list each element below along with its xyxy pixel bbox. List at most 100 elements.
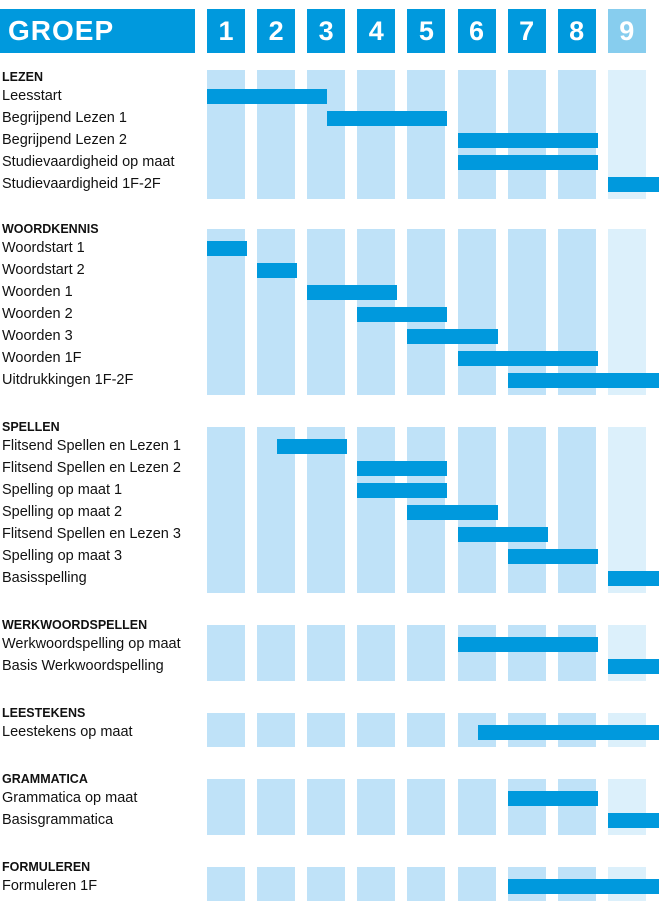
column-band-8 — [557, 625, 596, 681]
column-band-6 — [457, 625, 496, 681]
row-label: Flitsend Spellen en Lezen 1 — [2, 438, 181, 454]
group-header-2: 2 — [257, 9, 296, 53]
row-label: Spelling op maat 1 — [2, 482, 123, 498]
column-band-6 — [457, 229, 496, 395]
row-label: Begrijpend Lezen 2 — [2, 132, 127, 148]
group-header-1: 1 — [207, 9, 245, 53]
gantt-bar — [407, 329, 498, 344]
column-band-4 — [357, 625, 396, 681]
column-band-7 — [507, 625, 546, 681]
gantt-bar — [507, 791, 598, 806]
section-title: WERKWOORDSPELLEN — [2, 618, 148, 632]
column-band-7 — [507, 229, 546, 395]
row-label: Woordstart 1 — [2, 240, 85, 256]
row-label: Woorden 2 — [2, 306, 73, 322]
column-band-4 — [357, 70, 396, 199]
gantt-bar — [327, 111, 448, 126]
column-band-5 — [407, 625, 446, 681]
column-band-6 — [457, 867, 496, 901]
row-label: Spelling op maat 2 — [2, 504, 123, 520]
gantt-bar — [357, 307, 448, 322]
section-title: FORMULEREN — [2, 860, 91, 874]
column-band-2 — [257, 713, 296, 747]
column-band-9 — [607, 427, 646, 593]
column-band-8 — [557, 427, 596, 593]
row-label: Woorden 1 — [2, 284, 73, 300]
group-header-5: 5 — [407, 9, 446, 53]
section-title: SPELLEN — [2, 420, 60, 434]
column-band-2 — [257, 779, 296, 835]
group-header-7: 7 — [507, 9, 546, 53]
row-label: Grammatica op maat — [2, 790, 138, 806]
group-header-9: 9 — [607, 9, 646, 53]
column-band-3 — [307, 427, 346, 593]
gantt-bar — [277, 439, 348, 454]
gantt-bar — [457, 351, 598, 366]
column-band-8 — [557, 229, 596, 395]
gantt-bar — [607, 813, 659, 828]
row-label: Uitdrukkingen 1F-2F — [2, 372, 134, 388]
gantt-bar — [607, 659, 659, 674]
column-band-5 — [407, 713, 446, 747]
row-label: Studievaardigheid 1F-2F — [2, 176, 161, 192]
column-band-1 — [207, 867, 245, 901]
column-band-4 — [357, 713, 396, 747]
chart-title: GROEP — [0, 9, 195, 53]
row-label: Woordstart 2 — [2, 262, 85, 278]
row-label: Studievaardigheid op maat — [2, 154, 175, 170]
row-label: Woorden 1F — [2, 350, 82, 366]
column-band-1 — [207, 625, 245, 681]
group-header-8: 8 — [557, 9, 596, 53]
gantt-bar — [507, 879, 659, 894]
column-band-7 — [507, 779, 546, 835]
gantt-bar — [457, 637, 598, 652]
group-header-4: 4 — [357, 9, 396, 53]
column-band-1 — [207, 779, 245, 835]
row-label: Leestekens op maat — [2, 724, 133, 740]
gantt-bar — [607, 177, 659, 192]
column-band-3 — [307, 229, 346, 395]
column-band-4 — [357, 427, 396, 593]
row-label: Flitsend Spellen en Lezen 3 — [2, 526, 181, 542]
gantt-bar — [357, 483, 448, 498]
row-label: Basis Werkwoordspelling — [2, 658, 164, 674]
column-band-1 — [207, 427, 245, 593]
column-band-3 — [307, 867, 346, 901]
column-band-7 — [507, 427, 546, 593]
section-title: LEZEN — [2, 70, 43, 84]
gantt-bar — [207, 89, 328, 104]
row-label: Basisgrammatica — [2, 812, 114, 828]
gantt-bar — [407, 505, 498, 520]
row-label: Begrijpend Lezen 1 — [2, 110, 127, 126]
column-band-2 — [257, 867, 296, 901]
row-label: Spelling op maat 3 — [2, 548, 123, 564]
gantt-bar — [257, 263, 298, 278]
row-label: Woorden 3 — [2, 328, 73, 344]
column-band-5 — [407, 779, 446, 835]
gantt-bar — [477, 725, 659, 740]
group-header-3: 3 — [307, 9, 346, 53]
section-title: WOORDKENNIS — [2, 222, 99, 236]
gantt-bar — [507, 549, 598, 564]
row-label: Flitsend Spellen en Lezen 2 — [2, 460, 181, 476]
gantt-bar — [357, 461, 448, 476]
column-band-5 — [407, 70, 446, 199]
gantt-bar — [207, 241, 248, 256]
column-band-6 — [457, 779, 496, 835]
gantt-bar — [507, 373, 659, 388]
group-header-6: 6 — [457, 9, 496, 53]
column-band-4 — [357, 779, 396, 835]
column-band-9 — [607, 229, 646, 395]
row-label: Basisspelling — [2, 570, 87, 586]
gantt-bar — [307, 285, 398, 300]
column-band-1 — [207, 713, 245, 747]
column-band-2 — [257, 229, 296, 395]
column-band-4 — [357, 867, 396, 901]
column-band-2 — [257, 625, 296, 681]
column-band-2 — [257, 427, 296, 593]
column-band-3 — [307, 625, 346, 681]
row-label: Leesstart — [2, 88, 62, 104]
section-title: LEESTEKENS — [2, 706, 86, 720]
column-band-5 — [407, 867, 446, 901]
